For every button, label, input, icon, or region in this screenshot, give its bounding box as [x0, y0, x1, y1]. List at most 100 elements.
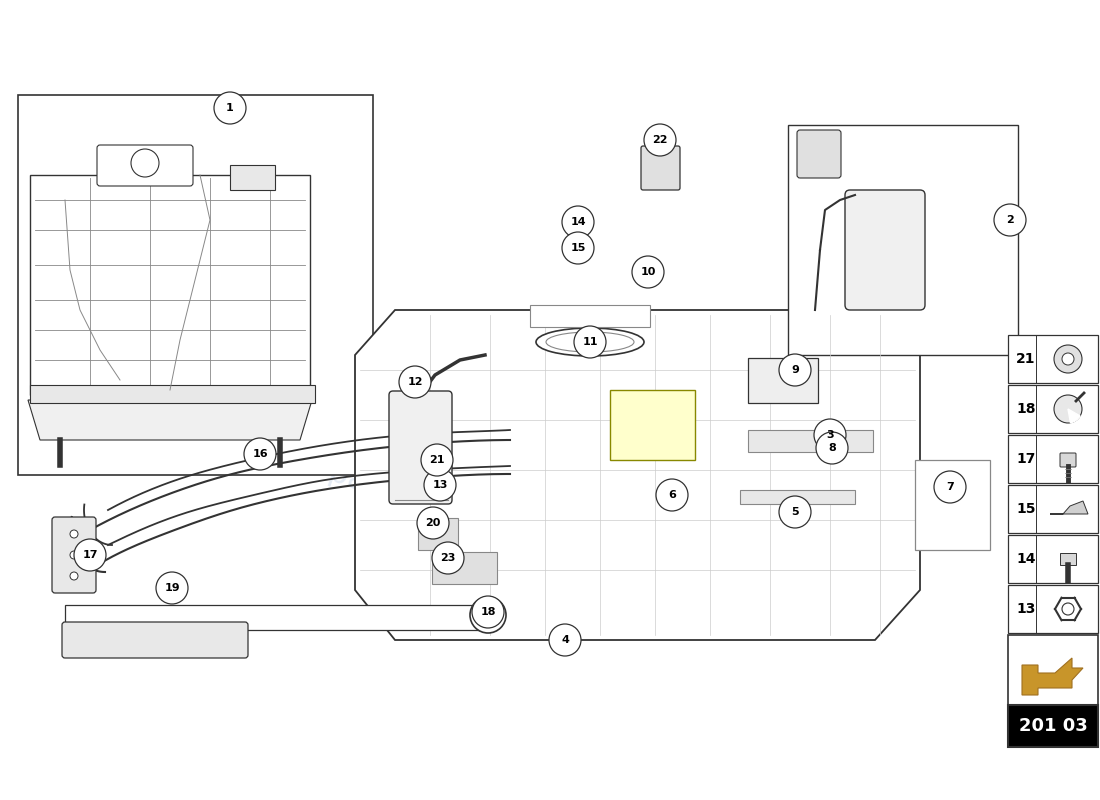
FancyBboxPatch shape — [610, 390, 695, 460]
FancyBboxPatch shape — [1008, 435, 1098, 483]
Text: 3: 3 — [826, 430, 834, 440]
Text: 18: 18 — [481, 607, 496, 617]
Circle shape — [156, 572, 188, 604]
Circle shape — [417, 507, 449, 539]
Polygon shape — [1022, 658, 1084, 695]
Text: 16: 16 — [252, 449, 267, 459]
Text: 6: 6 — [668, 490, 675, 500]
FancyBboxPatch shape — [798, 130, 842, 178]
FancyBboxPatch shape — [30, 385, 315, 403]
FancyBboxPatch shape — [1008, 535, 1098, 583]
FancyBboxPatch shape — [915, 460, 990, 550]
Text: 21: 21 — [1016, 352, 1035, 366]
Polygon shape — [28, 400, 312, 440]
Text: 15: 15 — [570, 243, 585, 253]
Text: 23: 23 — [440, 553, 455, 563]
FancyBboxPatch shape — [530, 305, 650, 327]
Circle shape — [574, 326, 606, 358]
FancyBboxPatch shape — [432, 552, 497, 584]
Circle shape — [399, 366, 431, 398]
Circle shape — [549, 624, 581, 656]
FancyBboxPatch shape — [1008, 585, 1098, 633]
FancyBboxPatch shape — [748, 430, 873, 452]
FancyBboxPatch shape — [1008, 385, 1098, 433]
Text: 201 03: 201 03 — [1019, 717, 1088, 735]
Circle shape — [476, 603, 501, 627]
Circle shape — [1054, 395, 1082, 423]
FancyBboxPatch shape — [62, 622, 248, 658]
FancyBboxPatch shape — [30, 175, 310, 395]
Text: 7: 7 — [946, 482, 954, 492]
Circle shape — [994, 204, 1026, 236]
FancyBboxPatch shape — [1008, 635, 1098, 705]
Circle shape — [644, 124, 676, 156]
Text: 4: 4 — [561, 635, 569, 645]
FancyBboxPatch shape — [418, 518, 458, 550]
Text: 17: 17 — [82, 550, 98, 560]
FancyBboxPatch shape — [788, 125, 1018, 355]
Circle shape — [421, 444, 453, 476]
Circle shape — [432, 542, 464, 574]
Text: 13: 13 — [432, 480, 448, 490]
Circle shape — [1054, 345, 1082, 373]
Text: 9: 9 — [791, 365, 799, 375]
FancyBboxPatch shape — [18, 95, 373, 475]
FancyBboxPatch shape — [230, 165, 275, 190]
Text: 2: 2 — [1006, 215, 1014, 225]
Text: 18: 18 — [1016, 402, 1035, 416]
Text: 21: 21 — [429, 455, 444, 465]
FancyBboxPatch shape — [52, 517, 96, 593]
FancyBboxPatch shape — [845, 190, 925, 310]
Circle shape — [1062, 353, 1074, 365]
Circle shape — [934, 471, 966, 503]
Circle shape — [814, 419, 846, 451]
Circle shape — [656, 479, 688, 511]
Text: 15: 15 — [1016, 502, 1035, 516]
Text: 17: 17 — [1016, 452, 1035, 466]
Circle shape — [214, 92, 246, 124]
Text: 11: 11 — [582, 337, 597, 347]
FancyBboxPatch shape — [1008, 335, 1098, 383]
Text: 19: 19 — [164, 583, 179, 593]
Text: 14: 14 — [570, 217, 586, 227]
Text: europarts: europarts — [175, 245, 866, 595]
Circle shape — [74, 539, 106, 571]
Text: 5: 5 — [791, 507, 799, 517]
Circle shape — [779, 496, 811, 528]
Text: a passion for parts since 1985: a passion for parts since 1985 — [298, 447, 741, 633]
Polygon shape — [1050, 501, 1088, 514]
Polygon shape — [355, 310, 920, 640]
Circle shape — [70, 572, 78, 580]
FancyBboxPatch shape — [65, 605, 495, 630]
FancyBboxPatch shape — [1060, 553, 1076, 565]
Ellipse shape — [546, 332, 634, 352]
Text: 1: 1 — [227, 103, 234, 113]
Circle shape — [70, 551, 78, 559]
Wedge shape — [1068, 409, 1080, 422]
Text: 14: 14 — [1016, 552, 1035, 566]
Circle shape — [472, 596, 504, 628]
Circle shape — [1062, 603, 1074, 615]
FancyBboxPatch shape — [748, 358, 818, 403]
Circle shape — [424, 469, 456, 501]
Text: 13: 13 — [1016, 602, 1035, 616]
Text: 20: 20 — [426, 518, 441, 528]
Circle shape — [562, 232, 594, 264]
Circle shape — [470, 597, 506, 633]
Ellipse shape — [536, 328, 643, 356]
Text: 10: 10 — [640, 267, 656, 277]
FancyBboxPatch shape — [97, 145, 192, 186]
FancyBboxPatch shape — [1008, 705, 1098, 747]
Circle shape — [562, 206, 594, 238]
Circle shape — [70, 530, 78, 538]
Text: 22: 22 — [652, 135, 668, 145]
FancyBboxPatch shape — [1060, 453, 1076, 467]
Circle shape — [779, 354, 811, 386]
Circle shape — [244, 438, 276, 470]
FancyBboxPatch shape — [389, 391, 452, 504]
Circle shape — [816, 432, 848, 464]
FancyBboxPatch shape — [641, 146, 680, 190]
Circle shape — [131, 149, 160, 177]
Text: 12: 12 — [407, 377, 422, 387]
Text: 8: 8 — [828, 443, 836, 453]
